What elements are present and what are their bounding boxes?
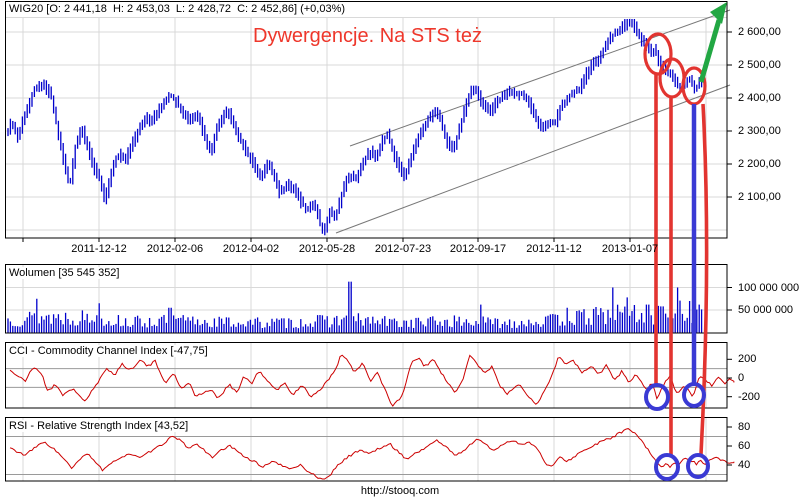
- date-label: 2012-02-06: [146, 243, 204, 255]
- rsi-axis-label: 40: [738, 459, 751, 471]
- volume-panel-header: Wolumen [35 545 352]: [7, 267, 122, 279]
- volume-axis-label: 50 000 000: [738, 304, 794, 316]
- footer-link[interactable]: http://stooq.com: [360, 485, 440, 497]
- price-axis-label: 2 200,00: [738, 158, 781, 170]
- date-label: 2012-09-17: [449, 243, 507, 255]
- cci-panel-header: CCI - Commodity Channel Index [-47,75]: [7, 345, 210, 357]
- cci-axis-label: 0: [738, 372, 745, 384]
- date-label: 2011-12-12: [71, 243, 127, 255]
- date-label: 2012-05-28: [298, 243, 356, 255]
- price-panel-header: WIG20 [O: 2 441,18 H: 2 453,03 L: 2 428,…: [7, 3, 348, 15]
- rsi-axis-label: 80: [738, 421, 751, 433]
- price-axis-label: 2 500,00: [738, 59, 781, 71]
- cci-axis-label: -200: [738, 390, 761, 403]
- date-label: 2012-04-02: [222, 243, 280, 255]
- date-label: 2012-07-23: [374, 243, 432, 255]
- price-axis-label: 2 100,00: [738, 191, 781, 203]
- price-axis-label: 2 400,00: [738, 92, 781, 104]
- date-label: 2012-11-12: [526, 243, 582, 255]
- cci-axis-label: 200: [738, 353, 757, 366]
- volume-axis-label: 100 000 000: [738, 281, 800, 294]
- date-label: 2013-01-07: [601, 243, 659, 255]
- price-axis-label: 2 600,00: [738, 26, 781, 38]
- rsi-axis-label: 60: [738, 440, 751, 452]
- price-axis-label: 2 300,00: [738, 125, 781, 137]
- annotation-note: Dywergencje. Na STS też: [253, 25, 482, 47]
- rsi-panel-header: RSI - Relative Strength Index [43,52]: [7, 420, 191, 432]
